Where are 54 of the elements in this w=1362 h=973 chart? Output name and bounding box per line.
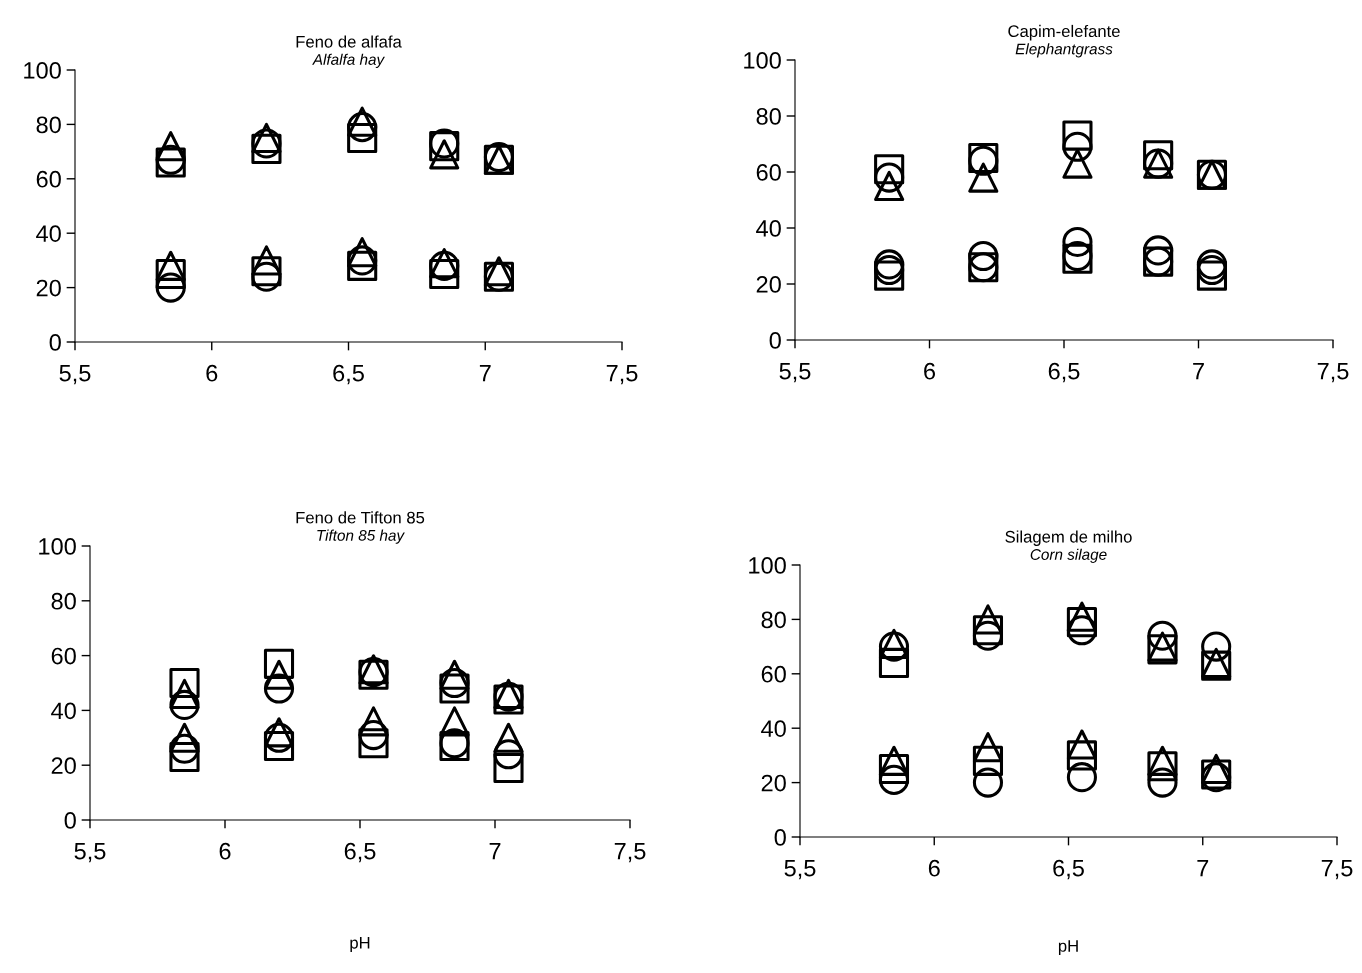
x-tick-label: 6 <box>206 364 218 382</box>
y-tick-label: 40 <box>756 220 781 237</box>
y-tick-label: 80 <box>756 108 781 125</box>
x-tick-label: 5,5 <box>784 860 816 880</box>
x-tick-label: 5,5 <box>74 843 106 863</box>
x-tick-label: 6,5 <box>1053 859 1084 880</box>
y-tick-label: 40 <box>761 720 786 737</box>
y-tick-label: 80 <box>761 611 786 629</box>
chart-subtitle: Corn silage <box>1030 548 1107 563</box>
y-tick-label: 100 <box>744 52 781 69</box>
chart-title: Feno de alfafa <box>296 35 402 48</box>
x-tick-label: 6 <box>219 842 231 860</box>
x-tick-label: 5,5 <box>779 363 811 383</box>
chart-subtitle: Alfalfa hay <box>312 53 385 68</box>
chart-title: Feno de Tifton 85 <box>296 511 425 524</box>
y-tick-label: 60 <box>761 665 786 683</box>
y-tick-label: 60 <box>51 647 76 665</box>
x-tick-label: 7 <box>1193 363 1204 380</box>
x-tick-label: 7,5 <box>1321 860 1353 880</box>
y-tick-label: 80 <box>36 116 61 134</box>
x-tick-label: 7 <box>479 365 491 382</box>
y-tick-label: 40 <box>36 225 61 242</box>
chart-subtitle: Elephantgrass <box>1015 43 1113 58</box>
x-tick-label: 7,5 <box>1317 363 1349 383</box>
y-tick-label: 20 <box>761 774 786 792</box>
x-tick-label: 7,5 <box>614 843 646 863</box>
chart-title: Capim-elefante <box>1008 24 1120 41</box>
y-tick-label: 20 <box>756 276 781 293</box>
x-tick-label: 6,5 <box>333 364 364 385</box>
x-tick-label: 6,5 <box>1048 362 1080 383</box>
x-tick-label: 7 <box>1197 860 1209 877</box>
y-tick-label: 100 <box>39 538 76 555</box>
x-tick-label: 6 <box>928 859 940 877</box>
y-tick-label: 100 <box>24 62 61 79</box>
x-axis-title: pH <box>1058 940 1078 956</box>
y-tick-label: 20 <box>51 757 76 774</box>
y-tick-label: 0 <box>774 829 786 846</box>
y-tick-label: 60 <box>756 164 781 181</box>
y-tick-label: 80 <box>51 592 76 610</box>
x-tick-label: 6,5 <box>344 842 376 863</box>
x-tick-label: 6 <box>924 362 936 380</box>
y-tick-label: 20 <box>36 279 61 297</box>
y-tick-label: 40 <box>51 702 76 720</box>
y-tick-label: 0 <box>49 334 61 351</box>
x-tick-label: 5,5 <box>59 365 91 385</box>
x-tick-label: 7,5 <box>606 365 638 385</box>
chart-title: Silagem de milho <box>1005 530 1132 546</box>
x-axis-title: pH <box>350 937 370 952</box>
y-tick-label: 100 <box>749 557 786 574</box>
y-tick-label: 0 <box>769 332 781 349</box>
y-tick-label: 60 <box>36 170 61 188</box>
chart-subtitle: Tifton 85 hay <box>317 529 405 544</box>
y-tick-label: 0 <box>64 812 76 829</box>
x-tick-label: 7 <box>489 843 501 860</box>
